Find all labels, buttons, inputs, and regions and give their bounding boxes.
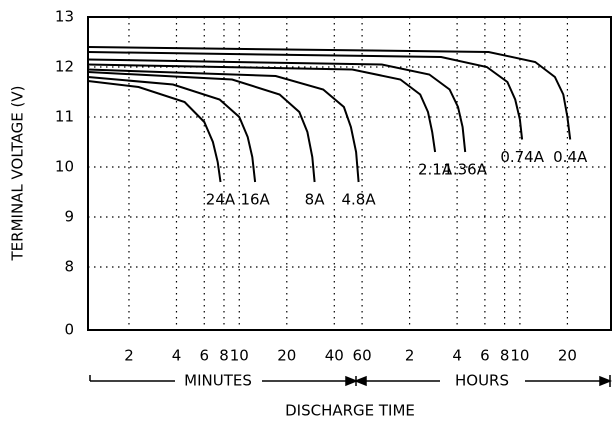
range-arrows bbox=[89, 375, 613, 387]
curve-label: 0.4A bbox=[553, 148, 588, 166]
curve-label: 2.1A bbox=[418, 161, 453, 179]
x-tick-label: 8 bbox=[500, 347, 510, 365]
x-tick-label: 6 bbox=[480, 347, 490, 365]
hours-label: HOURS bbox=[455, 372, 509, 390]
y-tick-label: 0 bbox=[64, 321, 74, 339]
x-tick-label: 10 bbox=[510, 347, 529, 365]
discharge-curve bbox=[87, 71, 316, 183]
x-axis-label: DISCHARGE TIME bbox=[285, 402, 415, 420]
discharge-curve bbox=[87, 58, 467, 153]
y-tick-label: 13 bbox=[55, 8, 74, 26]
x-tick-label: 20 bbox=[277, 347, 296, 365]
x-tick-label: 10 bbox=[230, 347, 249, 365]
discharge-curve bbox=[87, 80, 222, 183]
curve-label: 0.74A bbox=[500, 148, 544, 166]
x-tick-label: 20 bbox=[558, 347, 577, 365]
curve-label: 1.36A bbox=[443, 161, 487, 179]
curve-label: 4.8A bbox=[342, 191, 377, 209]
discharge-curve bbox=[87, 51, 524, 140]
discharge-curve bbox=[87, 63, 437, 153]
y-tick-label: 12 bbox=[55, 58, 74, 76]
x-tick-label: 4 bbox=[452, 347, 462, 365]
discharge-curve bbox=[87, 76, 257, 183]
discharge-curve bbox=[87, 68, 360, 183]
y-axis-label: TERMINAL VOLTAGE (V) bbox=[9, 86, 27, 262]
curve-label: 8A bbox=[305, 191, 326, 209]
y-tick-label: 9 bbox=[64, 208, 74, 226]
y-tick-label: 8 bbox=[64, 258, 74, 276]
x-tick-label: 8 bbox=[219, 347, 229, 365]
x-tick-label: 2 bbox=[405, 347, 415, 365]
x-tick-label: 4 bbox=[172, 347, 182, 365]
x-tick-label: 40 bbox=[325, 347, 344, 365]
discharge-curve bbox=[87, 46, 572, 140]
x-tick-label: 2 bbox=[124, 347, 134, 365]
y-tick-label: 11 bbox=[55, 108, 74, 126]
x-tick-label: 60 bbox=[353, 347, 372, 365]
plot-frame bbox=[87, 16, 612, 331]
curve-label: 24A bbox=[206, 191, 236, 209]
y-tick-label: 10 bbox=[55, 158, 74, 176]
x-tick-label: 6 bbox=[199, 347, 209, 365]
minutes-label: MINUTES bbox=[184, 372, 252, 390]
curve-label: 16A bbox=[240, 191, 270, 209]
